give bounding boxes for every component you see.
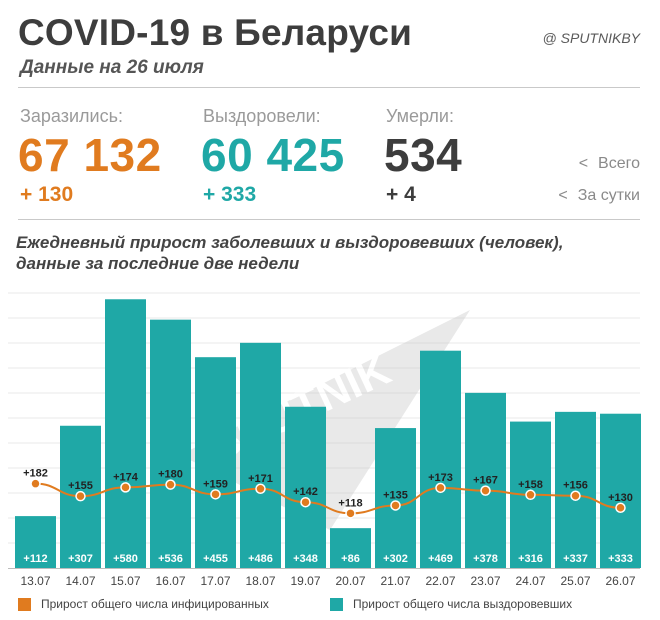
infected-point-label: +180 [158,469,183,481]
infected-point-label: +155 [68,480,93,492]
recovered-bar-label: +378 [473,553,498,565]
recovered-bar [375,428,416,568]
x-tick-label: 13.07 [20,574,50,588]
recovered-bar [150,319,191,568]
infected-point [165,479,176,490]
died-delta: + 4 [386,183,416,206]
infected-point [435,482,446,494]
infected-point-label: +118 [338,497,362,509]
recovered-bar-label: +469 [428,553,453,565]
x-tick-label: 15.07 [110,574,140,588]
recovered-swatch-icon [330,597,343,611]
x-tick-label: 25.07 [560,574,590,588]
recovered-bar-label: +536 [158,553,183,565]
recovered-bar [420,350,461,568]
header-divider [18,87,640,88]
x-tick-label: 18.07 [245,574,275,588]
x-tick-label: 16.07 [155,574,185,588]
infected-point-label: +158 [518,479,543,491]
chart-title-line: данные за последние две недели [16,254,300,273]
chevron-left-icon: < [558,187,568,204]
recovered-bar-label: +307 [68,553,93,565]
recovered-bar-label: +455 [203,553,228,565]
infected-point [390,500,401,511]
died-label: Умерли: [386,106,454,126]
legend-recovered-label: Прирост общего числа выздоровевших [353,597,573,611]
legend-infected-label: Прирост общего числа инфицированных [41,597,269,611]
infected-point-label: +174 [113,471,139,483]
infected-point [75,490,86,502]
x-tick-label: 24.07 [515,574,545,588]
infected-point [525,489,536,501]
recovered-bar-label: +348 [293,553,318,565]
recovered-bar [330,528,371,568]
x-tick-label: 21.07 [380,574,410,588]
infected-point [300,496,311,508]
recovered-bar [15,516,56,568]
recovered-bar-label: +112 [23,553,47,565]
infected-point [615,502,626,514]
legend-recovered: Прирост общего числа выздоровевших [330,597,572,611]
recovered-bar-label: +486 [248,553,273,565]
infected-point-label: +159 [203,478,228,490]
recovered-label: Выздоровели: [203,106,321,126]
infected-delta: + 130 [20,183,74,206]
recovered-bar-label: +333 [608,553,633,565]
daily-growth-chart: SPUTNIK+112+307+580+536+455+486+348+86+3… [8,292,641,588]
x-tick-label: 26.07 [605,574,635,588]
infected-point-label: +135 [383,489,408,501]
chart-title-line: Ежедневный прирост заболевших и выздоров… [16,233,564,252]
infected-total: 67 132 [18,129,162,181]
recovered-total: 60 425 [201,129,345,181]
infected-point [210,489,221,500]
x-tick-label: 20.07 [335,574,365,588]
infected-point-label: +167 [473,475,498,487]
recovered-bar [465,392,506,568]
recovered-bar-label: +337 [563,553,588,565]
recovered-bar-label: +580 [113,553,138,565]
chart-title: Ежедневный прирост заболевших и выздоров… [16,232,616,274]
recovered-bar [105,299,146,568]
infected-point-label: +142 [293,486,318,498]
recovered-bar [600,413,641,568]
legend-daily: < За сутки [558,187,640,205]
x-tick-label: 22.07 [425,574,455,588]
x-tick-label: 17.07 [200,574,230,588]
recovered-bar [285,406,326,568]
x-tick-label: 19.07 [290,574,320,588]
infected-point-label: +173 [428,472,453,484]
died-total: 534 [384,129,463,181]
recovered-bar-label: +302 [383,553,408,565]
legend-infected: Прирост общего числа инфицированных [18,597,269,611]
legend-daily-label: За сутки [577,187,640,204]
recovered-bar-label: +86 [341,553,360,565]
chevron-left-icon: < [578,155,589,172]
legend-total: < Всего [579,155,640,173]
recovered-bar [195,357,236,568]
recovered-bar [555,411,596,568]
infected-point [30,478,41,489]
infected-point-label: +156 [563,480,588,492]
infected-point-label: +182 [23,468,48,480]
infected-point [255,483,266,495]
page-title: COVID-19 в Беларуси [18,12,413,53]
infected-point [480,485,491,496]
page-subtitle: Данные на 26 июля [20,57,204,78]
brand-handle: @ SPUTNIKBY [542,30,640,46]
recovered-bar [240,342,281,568]
infected-label: Заразились: [20,106,123,126]
infected-swatch-icon [18,597,31,611]
x-tick-label: 23.07 [470,574,500,588]
stats-divider [18,219,640,220]
recovered-bar-label: +316 [518,553,543,565]
x-tick-label: 14.07 [65,574,95,588]
recovered-delta: + 333 [203,183,257,206]
legend-total-label: Всего [598,155,640,172]
infected-point-label: +171 [248,473,273,485]
infected-point [120,482,131,493]
infected-point [345,508,356,519]
infected-point-label: +130 [608,492,633,504]
infected-point [570,490,581,501]
